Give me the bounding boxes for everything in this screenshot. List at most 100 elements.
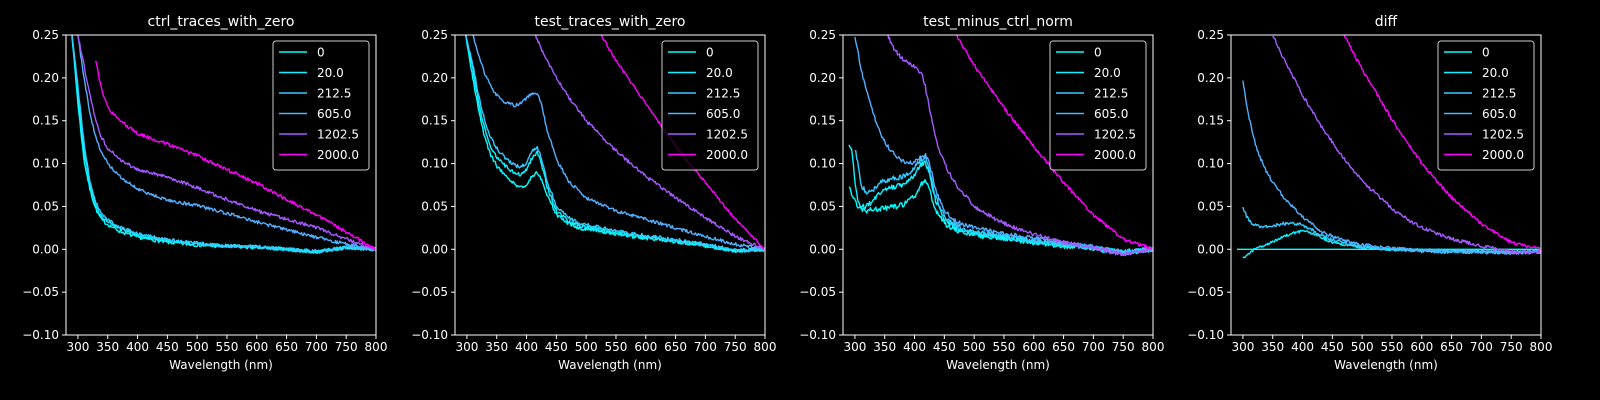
x-tick-label: 550 — [216, 340, 239, 354]
legend: 0 20.0 212.5 605.0 1202.5 2000.0 — [1049, 40, 1147, 171]
x-tick-label: 450 — [156, 340, 179, 354]
y-tick-label: −0.05 — [1187, 285, 1224, 299]
series-line-212.5 — [71, 35, 376, 253]
y-tick-label: 0.00 — [421, 242, 448, 256]
axes-frame — [1230, 34, 1542, 336]
legend-label: 0 — [1094, 46, 1102, 60]
x-tick-label: 450 — [1321, 340, 1344, 354]
legend-label: 1202.5 — [1482, 128, 1524, 142]
x-tick-label: 800 — [1530, 340, 1553, 354]
y-tick-label: 0.10 — [1197, 157, 1224, 171]
x-tick-label: 350 — [485, 340, 508, 354]
series-group — [71, 35, 376, 254]
chart-panel-4: 300 350 400 450 500 550 600 650 700 750 800 −0.10 −0… — [1187, 14, 1552, 372]
x-tick-label: 700 — [305, 340, 328, 354]
y-tick-label: 0.20 — [421, 71, 448, 85]
x-tick-label: 800 — [1142, 340, 1165, 354]
x-tick-label: 700 — [694, 340, 717, 354]
x-tick-label: 500 — [963, 340, 986, 354]
y-tick-label: −0.10 — [799, 328, 836, 342]
y-tick-label: 0.05 — [32, 199, 59, 213]
legend: 0 20.0 212.5 605.0 1202.5 2000.0 — [272, 40, 370, 171]
legend-label: 20.0 — [706, 66, 733, 80]
legend-label: 2000.0 — [706, 148, 748, 162]
x-tick-label: 400 — [126, 340, 149, 354]
series-line-0 — [848, 178, 1153, 256]
x-tick-label: 500 — [575, 340, 598, 354]
x-tick-label: 750 — [1500, 340, 1523, 354]
legend-label: 0 — [1482, 46, 1490, 60]
legend-label: 605.0 — [1094, 107, 1128, 121]
x-tick-label: 550 — [1381, 340, 1404, 354]
x-tick-label: 300 — [843, 340, 866, 354]
x-tick-label: 300 — [455, 340, 478, 354]
y-tick-label: 0.05 — [421, 199, 448, 213]
series-line-212.5 — [1242, 206, 1541, 255]
x-tick-label: 750 — [335, 340, 358, 354]
y-tick-label: 0.00 — [32, 242, 59, 256]
x-tick-label: 300 — [1231, 340, 1254, 354]
y-tick-label: 0.25 — [32, 28, 59, 42]
x-tick-label: 700 — [1470, 340, 1493, 354]
y-tick-label: 0.20 — [809, 71, 836, 85]
x-tick-label: 600 — [245, 340, 268, 354]
x-tick-label: 650 — [275, 340, 298, 354]
x-tick-label: 300 — [66, 340, 89, 354]
x-tick-label: 400 — [1291, 340, 1314, 354]
y-tick-label: 0.15 — [32, 114, 59, 128]
x-tick-label: 600 — [1022, 340, 1045, 354]
chart-panel-3: 300 350 400 450 500 550 600 650 700 750 800 −0.10 −0… — [799, 14, 1164, 372]
x-tick-label: 750 — [724, 340, 747, 354]
y-tick-label: −0.10 — [411, 328, 448, 342]
y-tick-label: −0.10 — [1187, 328, 1224, 342]
x-tick-label: 550 — [993, 340, 1016, 354]
x-tick-label: 350 — [1261, 340, 1284, 354]
x-tick-label: 450 — [933, 340, 956, 354]
chart-title: diff — [1375, 14, 1398, 30]
legend-label: 2000.0 — [1482, 148, 1524, 162]
x-axis-label: Wavelength (nm) — [1334, 358, 1438, 372]
legend-label: 212.5 — [1482, 87, 1516, 101]
series-group — [1236, 35, 1541, 259]
x-tick-label: 650 — [1440, 340, 1463, 354]
series-line-1202.5 — [77, 35, 376, 251]
y-tick-label: 0.25 — [421, 28, 448, 42]
legend-label: 1202.5 — [317, 128, 359, 142]
series-line-2000.0 — [1343, 35, 1541, 251]
legend-label: 0 — [317, 46, 325, 60]
chart-panel-1: 300 350 400 450 500 550 600 650 700 750 800 −0.10 −0… — [22, 14, 387, 372]
x-tick-label: 600 — [634, 340, 657, 354]
legend-label: 20.0 — [1094, 66, 1121, 80]
y-tick-label: 0.15 — [809, 114, 836, 128]
series-line-212.5 — [465, 35, 765, 253]
series-line-2000.0 — [956, 35, 1153, 251]
x-tick-label: 350 — [96, 340, 119, 354]
y-tick-label: 0.05 — [809, 199, 836, 213]
x-tick-label: 550 — [605, 340, 628, 354]
legend-label: 20.0 — [317, 66, 344, 80]
axes-frame — [842, 34, 1154, 336]
series-group — [848, 35, 1153, 257]
series-line-2000.0 — [95, 60, 376, 251]
x-axis-label: Wavelength (nm) — [946, 358, 1050, 372]
chart-title: ctrl_traces_with_zero — [148, 14, 295, 30]
legend: 0 20.0 212.5 605.0 1202.5 2000.0 — [1437, 40, 1535, 171]
series-line-0 — [465, 35, 765, 253]
x-tick-label: 350 — [873, 340, 896, 354]
y-tick-label: −0.05 — [22, 285, 59, 299]
legend-label: 212.5 — [706, 87, 740, 101]
y-tick-label: 0.10 — [809, 157, 836, 171]
legend-label: 1202.5 — [706, 128, 748, 142]
series-line-1202.5 — [534, 35, 765, 250]
y-tick-label: 0.00 — [809, 242, 836, 256]
y-tick-label: 0.20 — [32, 71, 59, 85]
y-tick-label: 0.10 — [421, 157, 448, 171]
x-tick-label: 800 — [365, 340, 388, 354]
series-line-605.0 — [472, 35, 765, 251]
axes-frame — [454, 34, 766, 336]
x-tick-label: 700 — [1082, 340, 1105, 354]
x-tick-label: 650 — [1052, 340, 1075, 354]
legend-label: 2000.0 — [1094, 148, 1136, 162]
y-tick-label: −0.05 — [799, 285, 836, 299]
